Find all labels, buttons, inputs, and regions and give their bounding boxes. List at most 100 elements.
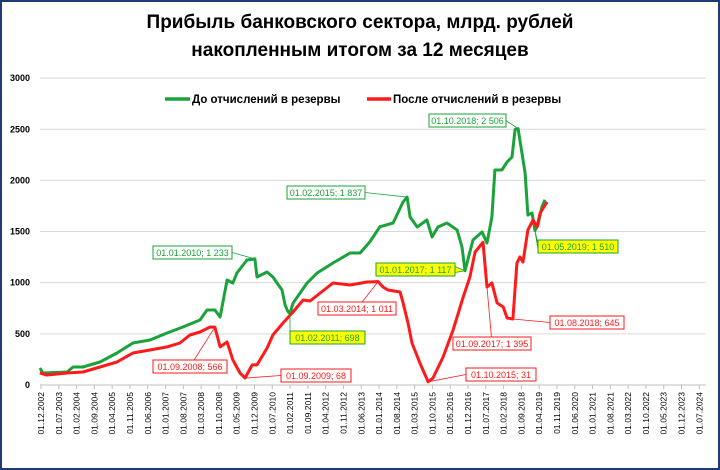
x-tick-label: 01.03.2022 [623,392,633,435]
annotation-box [465,367,537,382]
y-tick-label: 2000 [10,175,30,185]
annotation-label: 01.10.2018; 2 506 [431,116,504,126]
x-tick-label: 01.10.2015 [427,392,437,435]
annotation-label: 01.02.2015; 1 837 [290,188,363,198]
y-tick-label: 1000 [10,278,30,288]
x-tick-label: 01.02.2018 [499,392,509,435]
x-tick-label: 01.02.2004 [72,392,82,435]
annotation-box [152,245,233,260]
x-tick-label: 01.04.2005 [107,392,117,435]
x-tick-label: 01.03.2015 [410,392,420,435]
annotation-leader-line [245,375,282,379]
x-tick-label: 01.09.2004 [89,392,99,435]
legend: До отчислений в резервы После отчислений… [165,94,561,106]
annotation-leader-line [364,192,408,198]
annotations: 01.01.2010; 1 233 01.02.2015; 1 837 01.10.… [152,113,625,383]
y-tick-label: 500 [15,329,30,339]
x-tick-label: 01.01.2021 [588,392,598,435]
x-tick-label: 01.07.2003 [54,392,64,435]
series-line-before-reserves [38,127,547,375]
annotation-box [537,239,619,254]
x-axis-ticks: 01.12.2002 01.07.2003 01.02.2004 01.09.2004… [36,385,704,435]
x-tick-label: 01.04.2012 [321,392,331,435]
annotation-box [289,330,366,345]
legend-label-before-reserves: До отчислений в резервы [192,94,341,106]
annotation-leader-line [231,252,256,260]
x-tick-label: 01.03.2008 [196,392,206,435]
x-tick-label: 01.08.2007 [178,392,188,435]
x-tick-label: 01.11.2019 [552,392,562,434]
y-tick-label: 1500 [10,227,30,237]
x-tick-label: 01.12.2009 [250,392,260,435]
annotation-label: 01.09.2008; 566 [157,362,222,372]
annotation-green: 01.02.2015; 1 837 [286,185,408,200]
x-tick-label: 01.05.2016 [445,392,455,435]
x-tick-label: 01.07.2017 [481,392,491,435]
legend-label-after-reserves: После отчислений в резервы [393,94,561,106]
annotation-box [549,315,625,330]
series-lines [38,127,549,384]
annotation-red: 01.10.2015; 31 [428,367,537,383]
y-tick-label: 2500 [10,124,30,134]
annotation-red: 01.09.2008; 566 [152,326,228,374]
x-tick-label: 01.09.2018 [516,392,526,435]
x-tick-label: 01.11.2012 [338,392,348,434]
x-tick-label: 01.05.2023 [659,392,669,435]
annotation-label: 01.02.2011; 698 [295,333,359,343]
x-tick-label: 01.05.2009 [232,392,242,435]
annotation-label: 01.10.2015; 31 [471,370,531,380]
annotation-leader-line [512,318,551,323]
x-tick-label: 01.10.2008 [214,392,224,435]
annotation-label: 01.08.2018; 645 [554,318,619,328]
annotation-leader-line [482,242,493,344]
annotation-box [428,113,507,128]
annotation-yellow: 01.05.2019; 1 510 [534,230,619,254]
annotation-red: 01.08.2018; 645 [512,315,625,330]
x-tick-label: 01.10.2022 [641,392,651,435]
x-tick-label: 01.02.2011 [285,392,295,434]
y-tick-label: 0 [25,380,30,390]
annotation-label: 01.03.2014; 1 011 [321,304,393,314]
chart-title-line-2: накопленным итогом за 12 месяцев [191,40,528,61]
chart-title-line-1: Прибыль банковского сектора, млрд. рубле… [147,12,574,33]
annotation-label: 01.09.2017; 1 395 [456,339,529,349]
annotation-box [152,359,228,374]
gridlines [40,77,706,386]
x-tick-label: 01.06.2020 [570,392,580,435]
x-tick-label: 01.12.2016 [463,392,473,435]
x-tick-label: 01.06.2013 [356,392,366,435]
x-tick-label: 01.11.2005 [125,392,135,434]
annotation-label: 01.01.2017; 1 117 [380,265,452,275]
annotation-label: 01.05.2019; 1 510 [542,242,615,252]
x-tick-label: 01.12.2023 [677,392,687,435]
annotation-leader-line [505,120,519,129]
y-axis-ticks: 0 500 1000 1500 2000 2500 3000 [10,73,30,390]
annotation-yellow: 01.01.2017; 1 117 [375,262,467,277]
x-tick-label: 01.08.2014 [392,392,402,435]
annotation-green: 01.01.2010; 1 233 [152,245,256,260]
annotation-box [286,185,366,200]
x-tick-label: 01.08.2021 [605,392,615,435]
annotation-yellow: 01.02.2011; 698 [289,313,366,345]
y-tick-label: 3000 [10,73,30,83]
x-tick-label: 01.07.2024 [694,392,704,435]
annotation-box [280,368,352,383]
x-tick-label: 01.07.2010 [267,392,277,435]
x-tick-label: 01.01.2007 [161,392,171,435]
annotation-box [375,262,456,277]
x-tick-label: 01.06.2006 [143,392,153,435]
annotation-label: 01.09.2009; 68 [286,371,346,381]
x-tick-label: 01.12.2002 [36,392,46,435]
annotation-leader-line [428,374,467,383]
annotation-green: 01.10.2018; 2 506 [428,113,519,129]
annotation-red: 01.03.2014; 1 011 [317,281,397,316]
series-line-after-reserves [39,201,549,384]
annotation-label: 01.01.2010; 1 233 [156,248,229,258]
annotation-red: 01.09.2017; 1 395 [452,242,532,351]
annotation-red: 01.09.2009; 68 [245,368,352,383]
x-tick-label: 01.04.2019 [534,392,544,435]
annotation-box [317,301,397,316]
x-tick-label: 01.01.2014 [374,392,384,435]
annotation-box [452,336,532,351]
